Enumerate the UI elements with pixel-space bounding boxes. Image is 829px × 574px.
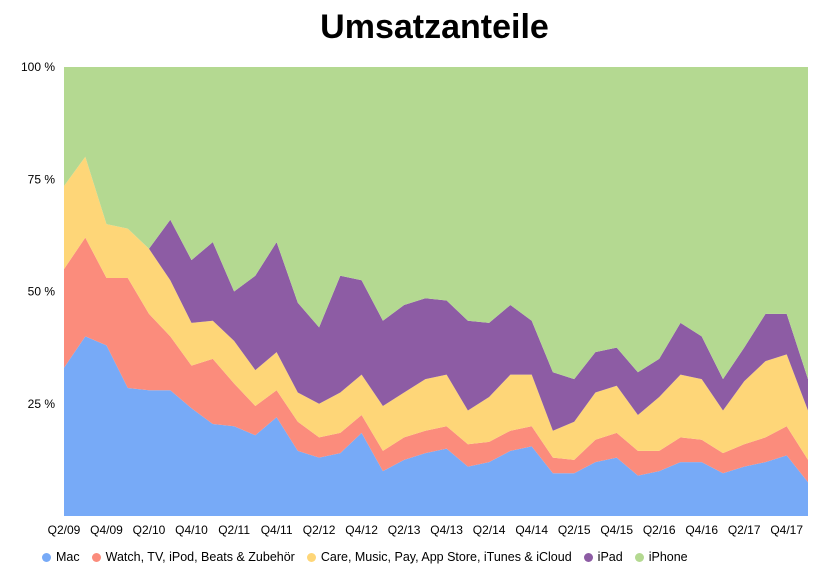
x-tick-label: Q2/14	[473, 523, 506, 537]
legend-swatch-watch	[91, 552, 101, 562]
x-tick-label: Q4/11	[261, 523, 293, 537]
x-tick-label: Q2/13	[388, 523, 421, 537]
legend-label-services: Care, Music, Pay, App Store, iTunes & iC…	[320, 550, 572, 564]
area-series-ipad	[64, 156, 808, 431]
x-axis-ticks: Q2/09 Q4/09 Q2/10 Q4/10 Q2/11 Q4/11 Q2/12 Q4/12…	[48, 523, 804, 537]
x-tick-label: Q4/13	[430, 523, 463, 537]
legend-swatch-services	[306, 552, 316, 562]
area-series-iphone	[64, 67, 808, 380]
y-axis-ticks: 100 % 75 % 50 % 25 %	[21, 60, 55, 411]
x-tick-label: Q2/12	[303, 523, 336, 537]
x-tick-label: Q4/10	[175, 523, 208, 537]
y-tick-label: 75 %	[28, 172, 56, 186]
x-tick-label: Q4/16	[685, 523, 718, 537]
legend: Mac Watch, TV, iPod, Beats & Zubehör Car…	[42, 548, 700, 566]
x-tick-label: Q4/17	[770, 523, 803, 537]
x-tick-label: Q4/12	[345, 523, 378, 537]
legend-item-mac: Mac	[42, 550, 80, 564]
legend-label-iphone: iPhone	[648, 550, 688, 564]
y-tick-label: 25 %	[28, 397, 56, 411]
x-tick-label: Q2/15	[558, 523, 591, 537]
legend-item-ipad: iPad	[583, 550, 623, 564]
chart-title: Umsatzanteile	[320, 8, 549, 46]
area-series-mac	[64, 336, 808, 516]
legend-item-iphone: iPhone	[634, 550, 688, 564]
legend-item-watch: Watch, TV, iPod, Beats & Zubehör	[91, 550, 295, 564]
legend-label-watch: Watch, TV, iPod, Beats & Zubehör	[105, 550, 295, 564]
legend-label-ipad: iPad	[597, 550, 623, 564]
x-tick-label: Q2/09	[48, 523, 81, 537]
x-tick-label: Q4/15	[600, 523, 633, 537]
legend-item-services: Care, Music, Pay, App Store, iTunes & iC…	[306, 550, 572, 564]
y-tick-label: 50 %	[28, 285, 56, 299]
x-tick-label: Q2/16	[643, 523, 676, 537]
legend-swatch-iphone	[634, 552, 644, 562]
legend-swatch-ipad	[583, 552, 593, 562]
y-tick-label: 100 %	[21, 60, 55, 74]
x-tick-label: Q2/11	[218, 523, 250, 537]
x-tick-label: Q2/17	[728, 523, 761, 537]
area-layers	[64, 67, 808, 516]
area-series-care	[64, 156, 808, 460]
legend-swatch-mac	[42, 552, 51, 562]
x-tick-label: Q4/14	[515, 523, 548, 537]
area-series-watch	[64, 237, 808, 483]
x-tick-label: Q4/09	[90, 523, 123, 537]
x-tick-label: Q2/10	[133, 523, 166, 537]
legend-label-mac: Mac	[56, 550, 80, 564]
